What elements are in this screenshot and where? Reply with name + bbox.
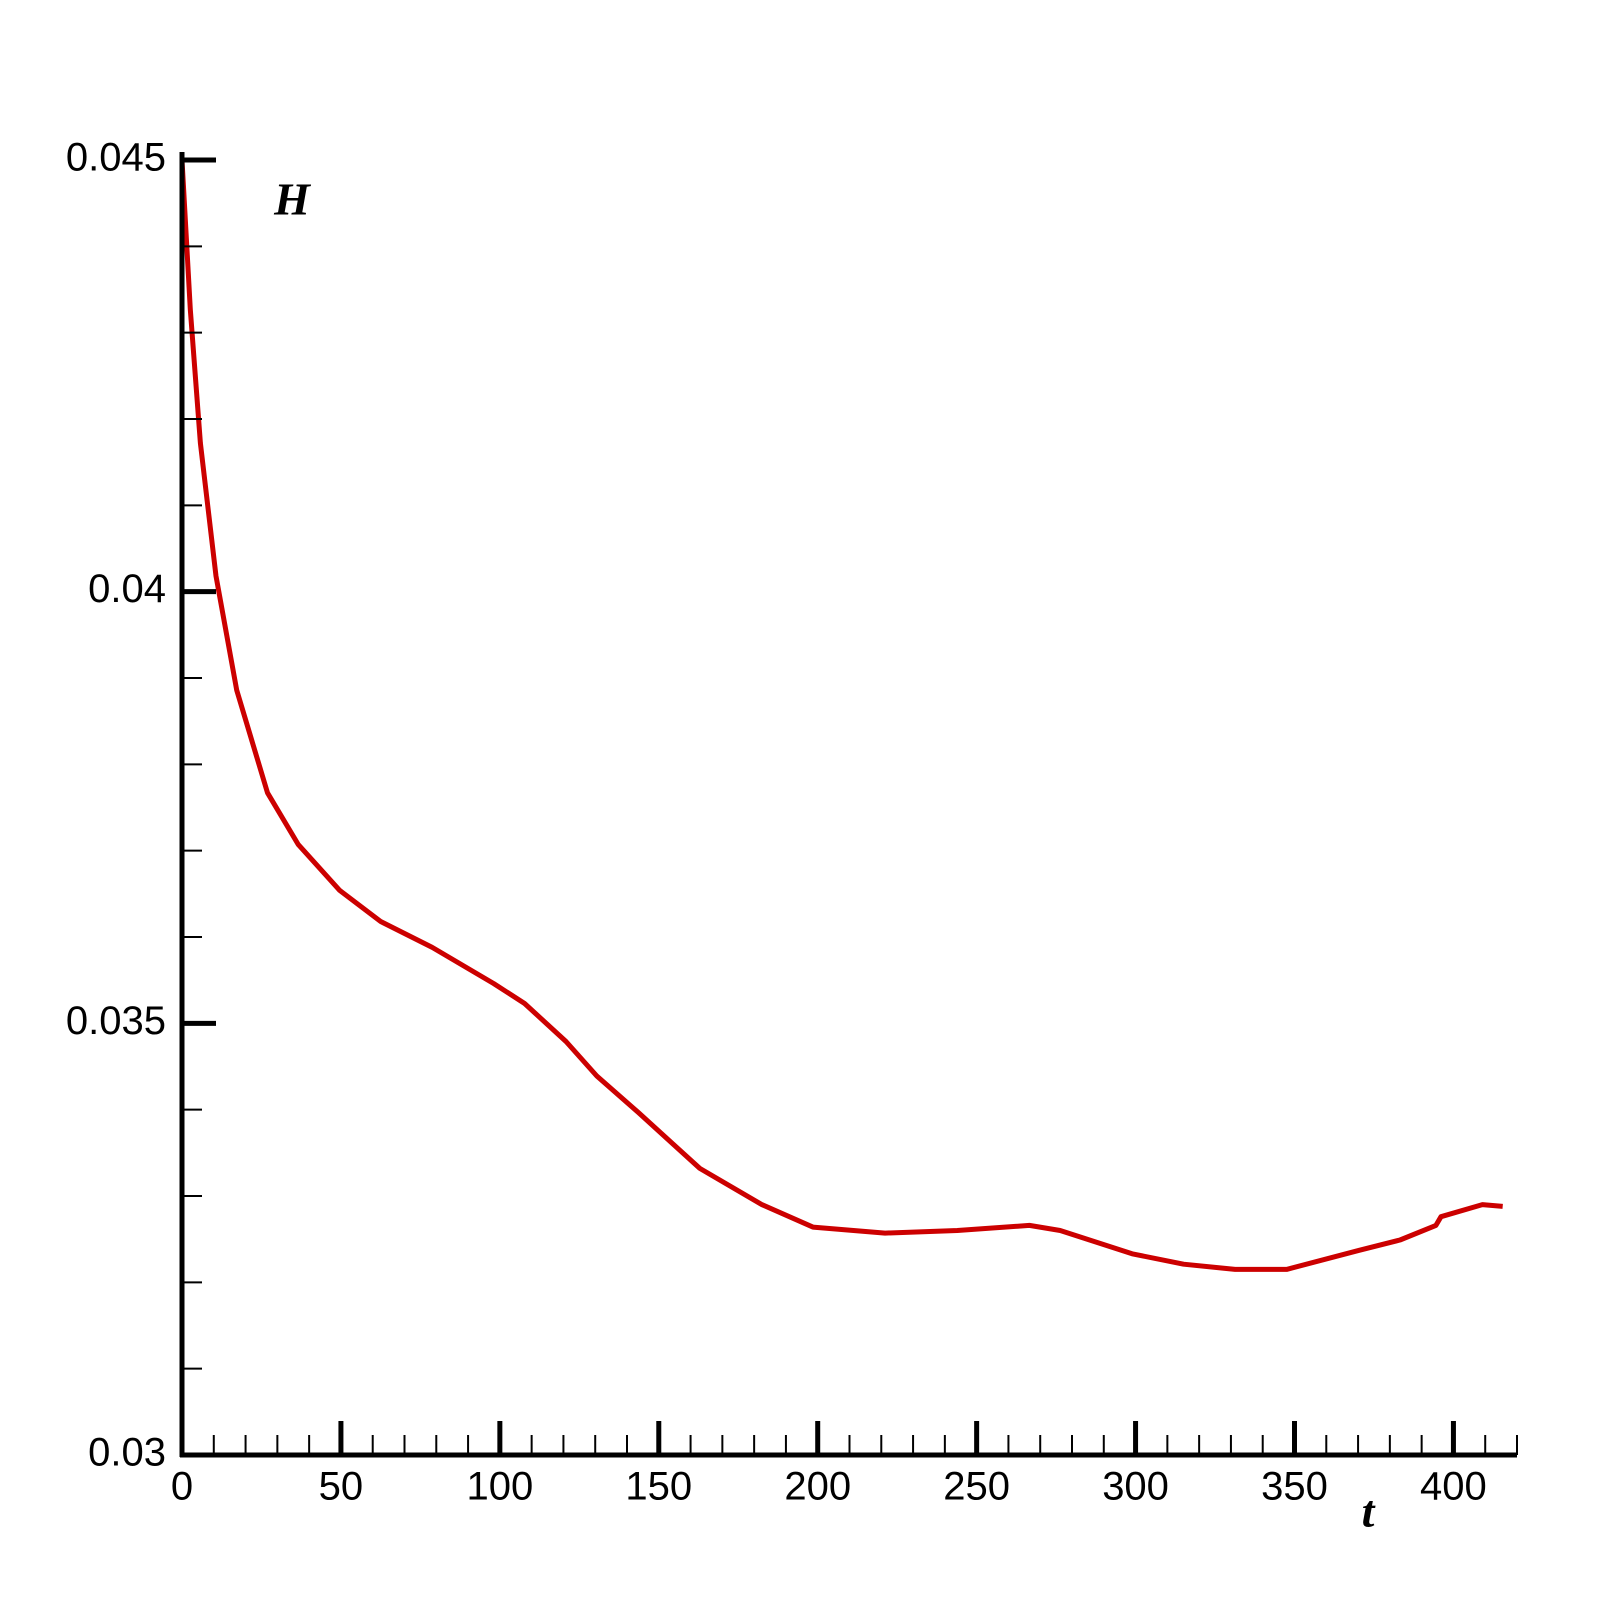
x-tick-label: 350 bbox=[1261, 1465, 1328, 1509]
x-tick-label: 100 bbox=[466, 1465, 533, 1509]
x-tick-label: 50 bbox=[319, 1465, 364, 1509]
x-tick-label: 150 bbox=[625, 1465, 692, 1509]
x-tick-label: 300 bbox=[1102, 1465, 1169, 1509]
y-axis-label: H bbox=[273, 174, 311, 225]
y-tick-label: 0.045 bbox=[66, 136, 166, 180]
y-tick-label: 0.04 bbox=[88, 567, 166, 611]
y-tick-label: 0.03 bbox=[88, 1431, 166, 1475]
y-tick-label: 0.035 bbox=[66, 999, 166, 1043]
x-tick-label: 200 bbox=[784, 1465, 851, 1509]
x-axis-label: t bbox=[1362, 1486, 1376, 1537]
x-tick-label: 0 bbox=[171, 1465, 193, 1509]
x-tick-label: 400 bbox=[1420, 1465, 1487, 1509]
x-tick-label: 250 bbox=[943, 1465, 1010, 1509]
data-line bbox=[179, 159, 1503, 1272]
